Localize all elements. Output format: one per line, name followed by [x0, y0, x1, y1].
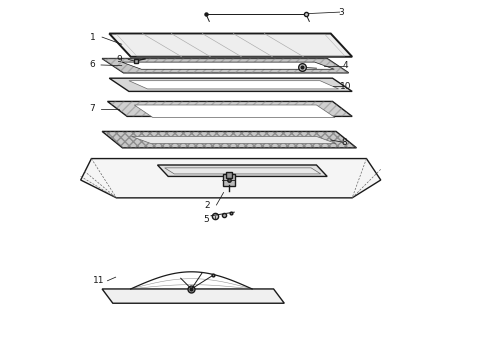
Polygon shape: [129, 81, 339, 89]
Polygon shape: [102, 289, 284, 303]
Text: 4: 4: [342, 61, 348, 70]
Text: 3: 3: [339, 8, 344, 17]
Text: 7: 7: [89, 104, 95, 113]
Text: 5: 5: [203, 215, 209, 224]
Polygon shape: [131, 136, 336, 144]
Text: 1: 1: [90, 33, 96, 42]
Polygon shape: [122, 62, 334, 69]
Polygon shape: [81, 158, 381, 198]
Polygon shape: [134, 105, 335, 117]
Polygon shape: [109, 78, 352, 91]
Text: 8: 8: [342, 138, 347, 147]
Polygon shape: [109, 33, 352, 57]
Polygon shape: [165, 168, 321, 174]
Polygon shape: [102, 131, 356, 148]
Text: 2: 2: [205, 201, 210, 210]
Polygon shape: [102, 59, 348, 73]
Polygon shape: [102, 59, 348, 73]
Text: 6: 6: [89, 60, 95, 69]
Polygon shape: [157, 165, 327, 176]
Polygon shape: [107, 102, 352, 116]
Text: 10: 10: [340, 82, 351, 91]
Text: 9: 9: [117, 55, 122, 64]
Text: 11: 11: [93, 276, 104, 285]
